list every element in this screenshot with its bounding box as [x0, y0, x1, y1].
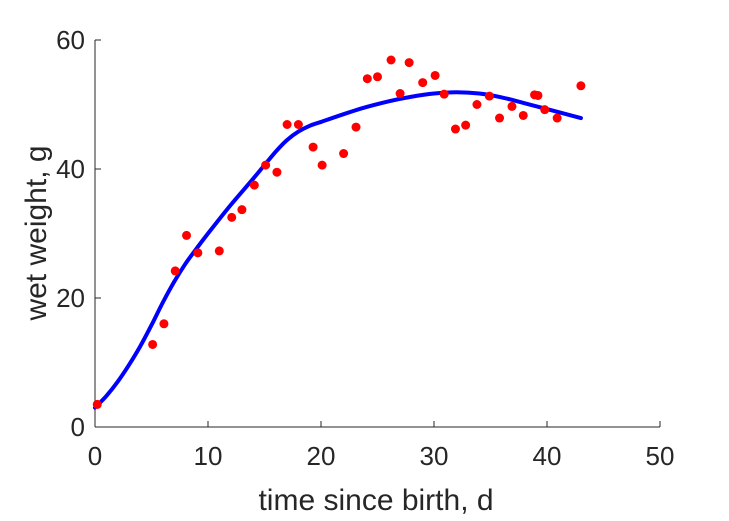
data-point — [92, 399, 102, 409]
data-point — [484, 91, 494, 101]
y-tick-label: 60 — [56, 25, 85, 55]
fit-line — [93, 90, 583, 410]
data-point — [533, 90, 543, 100]
y-tick-label: 20 — [56, 283, 85, 313]
data-point — [351, 122, 361, 132]
data-point — [461, 120, 471, 130]
data-point — [308, 142, 318, 152]
data-point — [249, 180, 259, 190]
data-point — [148, 339, 158, 349]
data-point — [237, 205, 247, 215]
y-tick-label: 40 — [56, 154, 85, 184]
data-point — [227, 212, 237, 222]
y-axis-label: wet weight, g — [20, 145, 53, 321]
ticks: 0 10 20 30 40 50 0 20 40 60 — [56, 25, 674, 471]
data-point — [339, 149, 349, 159]
data-point — [282, 119, 292, 129]
data-point — [404, 58, 414, 68]
x-tick-label: 40 — [533, 441, 562, 471]
axes — [94, 40, 660, 428]
data-point — [395, 89, 405, 99]
data-point — [540, 105, 550, 115]
data-point — [472, 100, 482, 109]
data-point — [418, 78, 428, 88]
data-point — [373, 72, 382, 82]
x-tick-label: 10 — [194, 441, 223, 471]
data-point — [430, 70, 440, 80]
data-point — [495, 113, 505, 123]
data-point — [170, 266, 180, 276]
data-point — [182, 230, 192, 240]
data-point — [507, 101, 517, 111]
fit-line-group — [93, 90, 583, 410]
x-tick-label: 0 — [88, 441, 102, 471]
y-tick-label: 0 — [71, 412, 85, 442]
data-point — [552, 113, 562, 123]
data-point — [518, 110, 528, 120]
data-point — [450, 124, 460, 134]
data-points — [92, 55, 586, 409]
x-axis-label: time since birth, d — [258, 484, 493, 517]
data-point — [386, 55, 396, 65]
data-point — [214, 246, 224, 256]
data-point — [439, 89, 449, 99]
data-point — [193, 248, 203, 258]
data-point — [362, 74, 372, 84]
x-tick-label: 50 — [646, 441, 675, 471]
x-tick-label: 20 — [307, 441, 336, 471]
data-point — [576, 81, 586, 91]
data-point — [261, 160, 271, 170]
data-point — [293, 119, 303, 129]
x-tick-label: 30 — [420, 441, 449, 471]
data-point — [272, 167, 282, 177]
data-point — [159, 319, 169, 329]
data-point — [317, 160, 327, 170]
